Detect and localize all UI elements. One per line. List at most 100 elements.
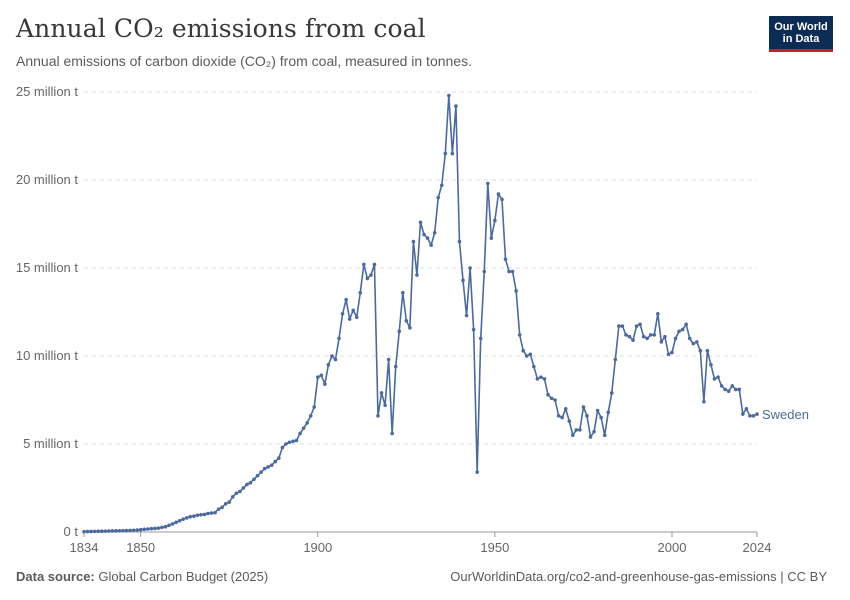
data-point	[266, 465, 270, 469]
data-point	[429, 243, 433, 247]
y-tick-label: 25 million t	[16, 84, 79, 99]
data-point	[549, 396, 554, 401]
series-sweden: Sweden	[82, 93, 809, 534]
data-point	[344, 297, 348, 302]
data-point	[206, 511, 210, 516]
data-point	[280, 445, 285, 450]
data-point	[216, 507, 221, 511]
data-point	[733, 387, 738, 392]
data-point	[287, 440, 292, 445]
data-point	[450, 151, 455, 156]
data-point	[528, 352, 533, 357]
data-point	[390, 431, 394, 436]
data-point	[156, 526, 161, 530]
data-point	[567, 419, 572, 423]
data-point	[404, 319, 409, 323]
data-point	[121, 528, 125, 533]
data-point	[574, 428, 579, 432]
data-point	[273, 459, 278, 464]
data-point	[181, 517, 185, 521]
data-point	[184, 516, 189, 520]
data-point	[744, 407, 749, 411]
data-point	[220, 505, 224, 510]
data-point	[354, 315, 359, 320]
data-point	[638, 322, 642, 327]
data-point	[347, 317, 352, 321]
data-point	[333, 357, 338, 362]
data-point	[478, 336, 483, 341]
data-point	[422, 232, 426, 237]
data-point	[195, 513, 200, 518]
data-point	[556, 414, 561, 418]
data-point	[673, 336, 678, 341]
data-point	[223, 502, 228, 506]
data-point	[209, 511, 214, 515]
data-point	[408, 326, 412, 330]
data-point	[315, 375, 320, 379]
data-point	[684, 322, 688, 327]
data-point	[432, 231, 437, 235]
y-tick-label: 10 million t	[16, 348, 79, 363]
data-point	[365, 276, 370, 281]
data-point	[687, 336, 692, 341]
data-point	[82, 529, 86, 534]
data-point	[106, 529, 111, 533]
data-point	[702, 399, 706, 404]
data-point	[560, 415, 564, 420]
data-point	[496, 192, 501, 196]
data-point	[670, 350, 674, 355]
data-point	[648, 333, 653, 337]
data-point	[202, 512, 207, 517]
data-point	[500, 197, 504, 202]
data-point	[163, 524, 168, 529]
data-point	[439, 183, 444, 188]
data-point	[234, 491, 239, 496]
data-point	[167, 523, 171, 528]
data-point	[712, 377, 717, 381]
data-point	[298, 431, 302, 436]
data-point	[400, 290, 405, 295]
data-point	[486, 181, 490, 186]
data-point	[277, 456, 281, 460]
data-point	[539, 375, 543, 379]
logo-line-1: Our World	[774, 21, 828, 33]
data-point	[546, 392, 550, 397]
x-tick-label: 1950	[480, 540, 509, 555]
data-point	[719, 384, 724, 388]
data-point	[269, 463, 274, 467]
source-url-license[interactable]: OurWorldinData.org/co2-and-greenhouse-ga…	[450, 569, 827, 584]
data-point	[124, 528, 129, 533]
data-point	[613, 357, 618, 362]
data-point	[592, 429, 596, 434]
data-point	[213, 510, 217, 515]
data-point	[652, 333, 657, 337]
data-point	[677, 329, 681, 334]
data-point	[563, 407, 568, 411]
data-point	[330, 354, 334, 358]
data-point	[663, 334, 667, 339]
data-point	[301, 426, 306, 430]
data-point	[411, 239, 416, 244]
y-tick-label: 20 million t	[16, 172, 79, 187]
data-point	[510, 269, 515, 274]
gridlines	[84, 91, 757, 445]
data-point	[609, 391, 614, 395]
data-source-value[interactable]: Global Carbon Budget (2025)	[98, 569, 269, 584]
data-point	[503, 257, 508, 262]
x-axis: 1834 1850 1900 1950 2000 2024	[70, 531, 771, 555]
data-point	[337, 336, 341, 341]
data-point	[461, 278, 465, 283]
data-point	[103, 529, 108, 533]
data-point	[376, 414, 380, 418]
data-point	[599, 415, 603, 420]
data-point	[291, 439, 295, 444]
data-point	[627, 334, 632, 339]
data-point	[606, 410, 611, 415]
data-point	[602, 433, 607, 438]
data-point	[726, 389, 731, 394]
data-point	[436, 195, 441, 200]
data-point	[641, 334, 646, 339]
data-point	[588, 435, 593, 439]
owid-logo[interactable]: Our World in Data	[769, 16, 833, 52]
data-point	[691, 341, 696, 346]
